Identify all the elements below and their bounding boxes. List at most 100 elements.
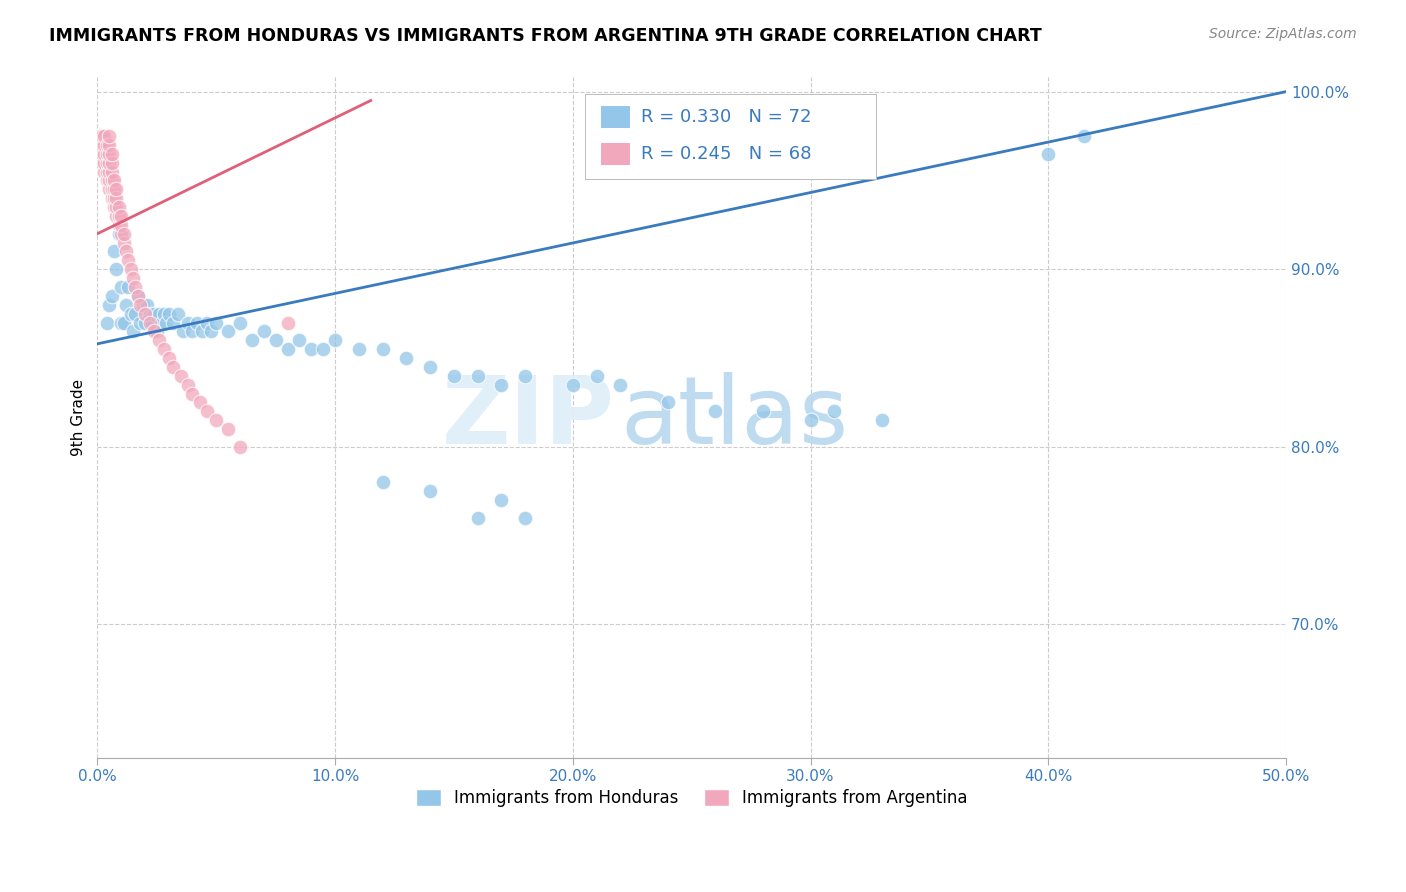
Point xyxy=(96,155,118,169)
Point xyxy=(419,484,441,499)
Point xyxy=(96,146,118,161)
Point xyxy=(752,404,775,418)
Point xyxy=(323,333,346,347)
Point xyxy=(169,368,191,383)
Point xyxy=(229,316,252,330)
Point xyxy=(799,413,821,427)
Point xyxy=(419,359,441,374)
Point xyxy=(93,155,115,169)
Point xyxy=(229,440,252,454)
Point xyxy=(200,325,222,339)
Point xyxy=(93,146,115,161)
Point xyxy=(89,129,111,144)
Point xyxy=(127,289,149,303)
Point xyxy=(96,137,118,152)
Point xyxy=(141,316,163,330)
Point xyxy=(103,191,125,205)
Point xyxy=(188,395,211,409)
Point xyxy=(191,325,214,339)
Point xyxy=(105,191,128,205)
Point xyxy=(89,137,111,152)
Point xyxy=(138,307,160,321)
Point xyxy=(122,271,145,285)
Point xyxy=(112,235,135,250)
Point xyxy=(124,307,146,321)
Text: atlas: atlas xyxy=(620,372,849,464)
Point xyxy=(107,227,129,241)
Point xyxy=(100,146,122,161)
Point xyxy=(122,325,145,339)
Point xyxy=(823,404,845,418)
Point xyxy=(112,316,135,330)
Point xyxy=(120,307,142,321)
Text: R = 0.330   N = 72: R = 0.330 N = 72 xyxy=(641,108,811,126)
Point xyxy=(240,333,263,347)
Point xyxy=(110,316,132,330)
Point xyxy=(105,182,128,196)
Point xyxy=(100,173,122,187)
Text: IMMIGRANTS FROM HONDURAS VS IMMIGRANTS FROM ARGENTINA 9TH GRADE CORRELATION CHAR: IMMIGRANTS FROM HONDURAS VS IMMIGRANTS F… xyxy=(49,27,1042,45)
Point xyxy=(93,137,115,152)
Point xyxy=(312,342,335,356)
Point xyxy=(117,253,139,268)
Point xyxy=(181,325,204,339)
Point xyxy=(288,333,311,347)
Point xyxy=(704,404,727,418)
Point xyxy=(98,164,121,178)
Point xyxy=(371,475,394,490)
Point xyxy=(112,227,135,241)
Point xyxy=(103,200,125,214)
Point xyxy=(205,413,228,427)
Point xyxy=(98,146,121,161)
Point xyxy=(100,289,122,303)
Point xyxy=(98,182,121,196)
Point xyxy=(155,316,177,330)
Point xyxy=(91,137,114,152)
Point xyxy=(91,155,114,169)
Point xyxy=(100,182,122,196)
Point xyxy=(110,218,132,232)
Point xyxy=(129,298,152,312)
Point xyxy=(181,386,204,401)
Point xyxy=(134,307,156,321)
Text: Source: ZipAtlas.com: Source: ZipAtlas.com xyxy=(1209,27,1357,41)
Point xyxy=(107,209,129,223)
Point xyxy=(136,298,159,312)
Point xyxy=(148,307,170,321)
Point xyxy=(172,325,194,339)
Point xyxy=(515,511,537,525)
Text: ZIP: ZIP xyxy=(441,372,614,464)
Point xyxy=(195,316,218,330)
Point xyxy=(253,325,276,339)
Point xyxy=(264,333,287,347)
Point xyxy=(107,200,129,214)
Point xyxy=(150,316,173,330)
Point xyxy=(98,173,121,187)
Point xyxy=(93,164,115,178)
Point xyxy=(96,173,118,187)
Legend: Immigrants from Honduras, Immigrants from Argentina: Immigrants from Honduras, Immigrants fro… xyxy=(409,782,974,814)
Point xyxy=(110,280,132,294)
Point xyxy=(162,359,184,374)
Point xyxy=(157,307,180,321)
Point xyxy=(186,316,208,330)
Point xyxy=(153,307,176,321)
Point xyxy=(143,307,166,321)
FancyBboxPatch shape xyxy=(585,95,876,179)
Point xyxy=(491,493,513,508)
Point xyxy=(134,316,156,330)
Point xyxy=(98,129,121,144)
Point xyxy=(98,298,121,312)
Point xyxy=(195,404,218,418)
Point xyxy=(870,413,893,427)
Y-axis label: 9th Grade: 9th Grade xyxy=(72,379,86,456)
FancyBboxPatch shape xyxy=(602,143,630,164)
Point xyxy=(515,368,537,383)
Point xyxy=(117,280,139,294)
Point xyxy=(1073,129,1095,144)
Point xyxy=(585,368,607,383)
Point xyxy=(100,155,122,169)
Point xyxy=(110,227,132,241)
Point xyxy=(162,316,184,330)
Point xyxy=(299,342,322,356)
